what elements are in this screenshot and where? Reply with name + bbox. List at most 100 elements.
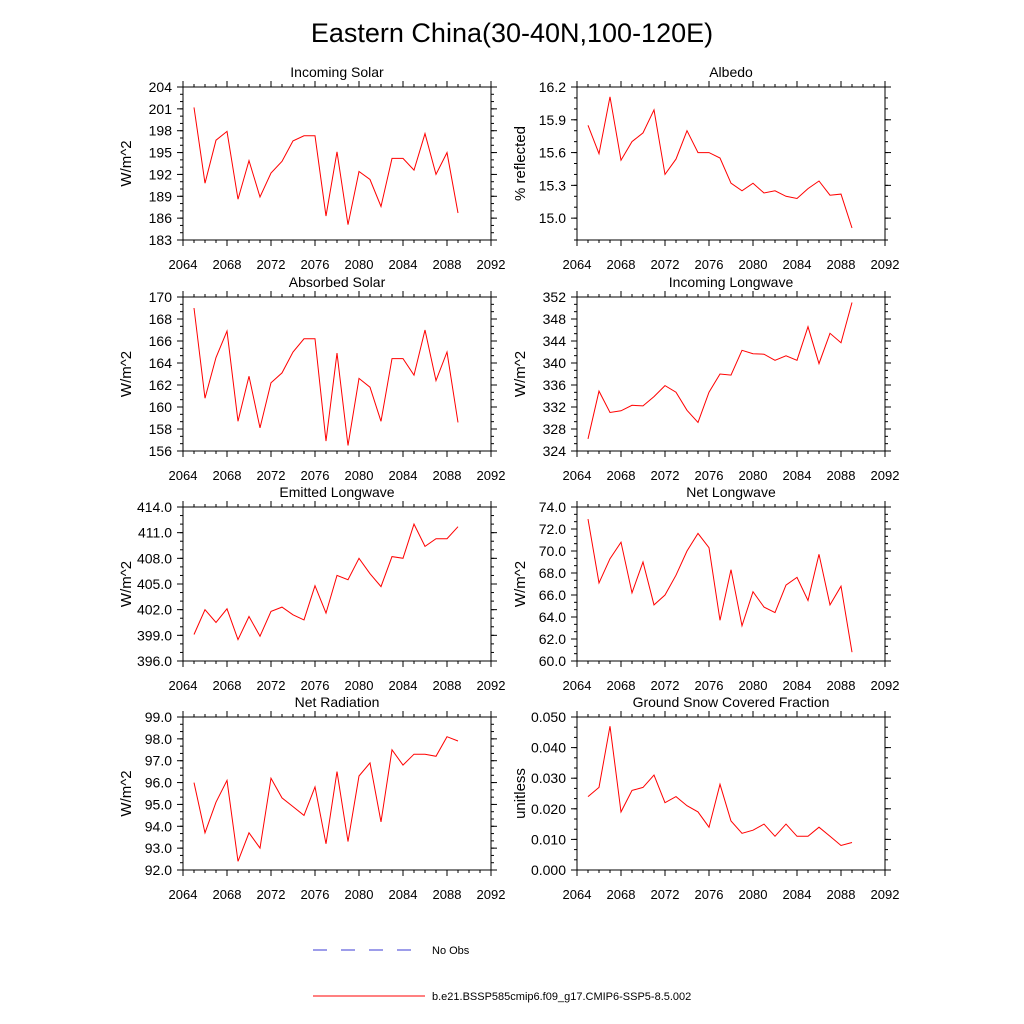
x-tick-label: 2088 [827, 887, 856, 902]
y-tick-label: 96.0 [145, 775, 172, 791]
y-tick-label: 16.2 [539, 79, 566, 95]
plot-frame [182, 86, 492, 241]
y-tick-label: 99.0 [145, 709, 172, 725]
x-tick-label: 2080 [345, 678, 374, 693]
y-axis-label: % reflected [512, 126, 529, 201]
y-tick-label: 98.0 [145, 731, 172, 747]
y-tick-label: 198 [149, 123, 173, 139]
x-tick-label: 2068 [607, 468, 636, 483]
panel-title: Ground Snow Covered Fraction [633, 694, 830, 710]
y-tick-label: 0.040 [531, 740, 566, 756]
y-tick-label: 201 [149, 101, 173, 117]
x-tick-label: 2084 [783, 678, 812, 693]
legend: No Obs b.e21.BSSP585cmip6.f09_g17.CMIP6-… [313, 945, 691, 1003]
y-tick-label: 396.0 [137, 653, 172, 669]
x-tick-label: 2088 [433, 678, 462, 693]
x-tick-label: 2072 [257, 257, 286, 272]
series-line [587, 726, 853, 847]
x-tick-label: 2080 [739, 678, 768, 693]
y-tick-label: 68.0 [539, 565, 566, 581]
panel-net-longwave: Net Longwave W/m^2 2064 2068 2072 2076 2080 208… [512, 484, 899, 693]
y-tick-label: 60.0 [539, 653, 566, 669]
x-tick-label: 2092 [871, 468, 900, 483]
x-tick-label: 2072 [651, 887, 680, 902]
y-tick-label: 336 [543, 377, 567, 393]
x-tick-label: 2072 [651, 468, 680, 483]
y-tick-label: 70.0 [539, 543, 566, 559]
y-tick-label: 0.020 [531, 801, 566, 817]
x-tick-label: 2064 [563, 678, 592, 693]
y-tick-label: 414.0 [137, 499, 172, 515]
panel-albedo: Albedo % reflected 2064 2068 2072 2076 2080 208… [512, 64, 899, 272]
x-tick-label: 2080 [345, 887, 374, 902]
x-tick-label: 2068 [213, 468, 242, 483]
y-tick-label: 162 [149, 377, 173, 393]
y-tick-label: 352 [543, 289, 567, 305]
plot-frame [182, 296, 492, 452]
y-tick-label: 72.0 [539, 521, 566, 537]
x-tick-label: 2072 [257, 678, 286, 693]
x-tick-label: 2088 [827, 257, 856, 272]
x-tick-label: 2072 [257, 887, 286, 902]
x-tick-label: 2076 [301, 257, 330, 272]
legend-model-label: b.e21.BSSP585cmip6.f09_g17.CMIP6-SSP5-8.… [432, 991, 691, 1003]
series-line [587, 519, 853, 653]
y-tick-label: 97.0 [145, 753, 172, 769]
x-tick-label: 2076 [301, 887, 330, 902]
x-tick-label: 2080 [345, 468, 374, 483]
y-tick-label: 402.0 [137, 602, 172, 618]
y-tick-label: 160 [149, 399, 173, 415]
x-tick-label: 2064 [563, 468, 592, 483]
y-tick-label: 94.0 [145, 818, 172, 834]
x-tick-label: 2084 [389, 468, 418, 483]
y-tick-label: 15.6 [539, 145, 566, 161]
x-tick-label: 2088 [433, 887, 462, 902]
series-line [193, 736, 459, 862]
y-tick-label: 156 [149, 443, 173, 459]
plot-frame [182, 506, 492, 662]
y-tick-label: 168 [149, 311, 173, 327]
y-tick-label: 192 [149, 166, 173, 182]
x-tick-label: 2084 [783, 257, 812, 272]
y-tick-label: 93.0 [145, 840, 172, 856]
x-tick-label: 2064 [169, 257, 198, 272]
plot-frame [576, 716, 886, 871]
x-tick-label: 2068 [607, 887, 636, 902]
x-tick-label: 2084 [389, 257, 418, 272]
x-tick-label: 2092 [477, 468, 506, 483]
x-tick-label: 2064 [563, 887, 592, 902]
x-tick-label: 2064 [563, 257, 592, 272]
x-tick-label: 2088 [827, 468, 856, 483]
x-tick-label: 2092 [871, 257, 900, 272]
x-tick-label: 2088 [433, 468, 462, 483]
x-tick-label: 2088 [433, 257, 462, 272]
panel-title: Albedo [709, 64, 753, 80]
y-tick-label: 92.0 [145, 862, 172, 878]
y-axis-label: W/m^2 [118, 770, 135, 816]
x-tick-label: 2088 [827, 678, 856, 693]
y-tick-label: 183 [149, 232, 173, 248]
x-tick-label: 2092 [871, 887, 900, 902]
panel-title: Incoming Longwave [669, 274, 794, 290]
y-tick-label: 411.0 [138, 525, 172, 541]
x-tick-label: 2092 [477, 257, 506, 272]
x-tick-label: 2084 [389, 678, 418, 693]
x-tick-label: 2092 [871, 678, 900, 693]
x-tick-label: 2080 [345, 257, 374, 272]
x-tick-label: 2072 [651, 678, 680, 693]
panel-emitted-longwave: Emitted Longwave W/m^2 2064 2068 2072 2076 208… [118, 484, 505, 693]
y-axis-label: W/m^2 [118, 351, 135, 397]
x-tick-label: 2080 [739, 257, 768, 272]
x-tick-label: 2076 [695, 678, 724, 693]
chart-panels: Incoming Solar W/m^2 2064 2068 2072 2076 2080 2… [118, 64, 899, 902]
x-tick-label: 2084 [783, 887, 812, 902]
plot-frame [576, 86, 886, 241]
x-tick-label: 2068 [213, 678, 242, 693]
series-line [587, 302, 853, 440]
series-line [193, 307, 459, 446]
x-tick-label: 2080 [739, 887, 768, 902]
panel-ground-snow-covered-fraction: Ground Snow Covered Fraction unitless 2064… [512, 694, 899, 902]
y-tick-label: 0.030 [531, 770, 566, 786]
x-tick-label: 2076 [301, 678, 330, 693]
